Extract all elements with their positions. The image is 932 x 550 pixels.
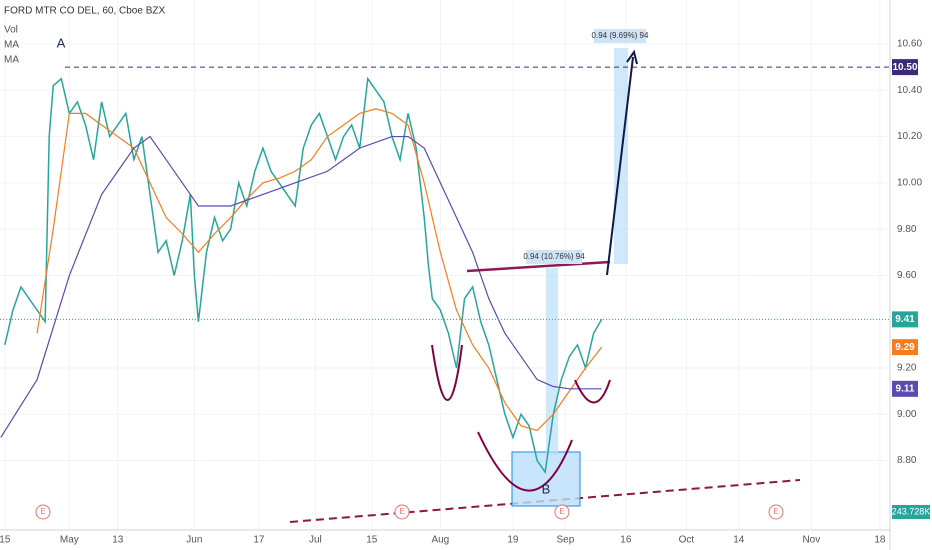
x-tick-label: Jun [186,535,202,546]
shoulder-curve [574,379,611,404]
price-label-box [892,339,918,356]
point-label: B [542,481,551,496]
earnings-marker [394,504,410,520]
x-tick-label: Jul [309,535,322,546]
zone-box [511,451,581,507]
y-tick-label: 8.80 [897,455,917,466]
earnings-marker [768,504,784,520]
y-tick-label: 9.60 [897,270,917,281]
price-label-box [892,59,918,76]
axes: 10.60 10.40 10.20 10.00 9.80 9.60 9.20 9.00 8.80… [0,39,922,546]
y-tick-label: 9.80 [897,224,917,235]
x-tick-label: Aug [431,535,449,546]
x-tick-label: 14 [733,535,745,546]
x-tick-label: 16 [620,535,632,546]
earnings-text: E [399,507,404,516]
price-label: 9.11 [896,383,915,394]
measure-text: 0.94 (9.69%) 94 [592,31,649,40]
point-label: A [57,35,66,50]
earnings-marker [554,504,570,520]
price-label-box [892,380,918,397]
price-axis [890,0,932,550]
x-tick-label: Oct [679,535,695,546]
y-tick-label: 10.20 [897,131,922,142]
legend-item: MA [4,55,19,66]
y-tick-label: 10.60 [897,39,922,50]
measure-text: 0.94 (10.76%) 94 [523,252,585,261]
price-label: 9.29 [895,342,915,353]
chart-title: FORD MTR CO DEL, 60, Cboe BZX [4,6,165,17]
measure-box [526,250,582,264]
volume-label-box [892,505,930,519]
moving-average [0,135,602,438]
measure-box [594,29,646,43]
x-tick-label: 19 [507,535,519,546]
x-tick-label: May [60,535,79,546]
x-tick-label: 15 [0,535,11,546]
y-tick-label: 10.40 [897,85,922,96]
price-label: 10.50 [892,62,917,73]
x-tick-label: Sep [556,535,574,546]
y-tick-label: 10.00 [897,177,922,188]
arrow-head [626,49,638,65]
x-tick-label: 15 [366,535,378,546]
trend-line [289,479,801,523]
earnings-marker [35,504,51,520]
y-tick-label: 9.20 [897,363,917,374]
head-curve [477,431,573,492]
x-tick-label: 17 [253,535,265,546]
x-tick-label: Nov [802,535,820,546]
x-tick-label: 13 [112,535,124,546]
moving-average [36,108,603,432]
neckline [466,260,611,273]
target-arrow [606,56,634,276]
price-label-box [892,311,918,328]
earnings-text: E [773,507,778,516]
earnings-markers: E E E E [35,504,784,520]
shoulder-curve [431,344,463,401]
y-tick-label: 9.00 [897,409,917,420]
price-line [4,76,603,475]
earnings-text: E [40,507,45,516]
price-label: 9.41 [895,314,915,325]
plot [0,66,890,475]
legend-item: Vol [4,25,18,36]
legend-item: MA [4,40,19,51]
x-tick-label: 18 [874,535,886,546]
grid [0,0,890,530]
volume-label: 243.728K [892,506,931,516]
earnings-text: E [559,507,564,516]
